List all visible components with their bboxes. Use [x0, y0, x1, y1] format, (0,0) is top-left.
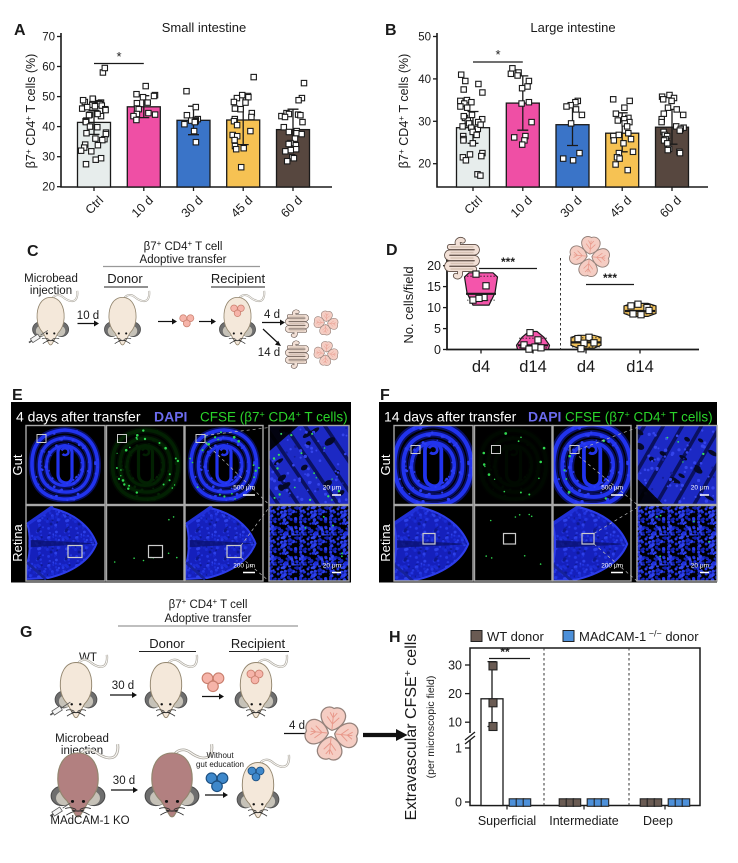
svg-text:Gut: Gut	[378, 454, 393, 475]
svg-text:14 days after transfer: 14 days after transfer	[384, 409, 517, 425]
svg-text:B: B	[385, 22, 397, 39]
svg-text:D: D	[386, 242, 398, 259]
svg-text:*: *	[116, 49, 121, 64]
svg-text:Deep: Deep	[643, 814, 673, 828]
svg-text:***: ***	[501, 255, 515, 269]
svg-text:d4: d4	[577, 358, 595, 376]
svg-text:Donor: Donor	[107, 271, 143, 286]
svg-text:5: 5	[434, 322, 441, 336]
svg-text:15: 15	[427, 280, 441, 294]
svg-text:200 μm: 200 μm	[233, 563, 255, 570]
svg-text:45 d: 45 d	[607, 193, 634, 220]
svg-text:H: H	[389, 629, 401, 646]
svg-text:4 d: 4 d	[264, 309, 280, 321]
svg-text:1: 1	[455, 742, 462, 756]
svg-text:***: ***	[603, 271, 617, 285]
svg-text:(per microscopic field): (per microscopic field)	[425, 676, 437, 779]
svg-text:**: **	[500, 645, 510, 659]
svg-text:60 d: 60 d	[278, 193, 305, 220]
svg-text:500 μm: 500 μm	[601, 485, 623, 492]
svg-text:30: 30	[418, 116, 431, 128]
svg-text:gut education: gut education	[196, 760, 244, 769]
svg-text:20 μm: 20 μm	[323, 563, 341, 570]
svg-text:MAdCAM-1 −/− donor: MAdCAM-1 −/− donor	[579, 629, 699, 645]
svg-text:30 d: 30 d	[179, 193, 206, 220]
svg-text:Ctrl: Ctrl	[83, 193, 107, 217]
svg-text:Adoptive transfer: Adoptive transfer	[140, 254, 227, 266]
svg-text:CFSE (β7+​ CD4+​ T cells): CFSE (β7+​ CD4+​ T cells)	[200, 410, 348, 425]
svg-text:d14: d14	[626, 358, 654, 376]
svg-text:40: 40	[42, 122, 55, 134]
svg-text:WT: WT	[79, 652, 97, 664]
svg-text:10: 10	[448, 716, 462, 730]
svg-text:20: 20	[418, 159, 431, 171]
svg-text:10 d: 10 d	[508, 193, 535, 220]
svg-text:E: E	[12, 387, 23, 404]
svg-text:20 μm: 20 μm	[691, 563, 709, 570]
svg-text:No. cells/field: No. cells/field	[401, 266, 416, 343]
svg-text:50: 50	[418, 32, 431, 44]
svg-text:*: *	[495, 47, 500, 62]
svg-text:20: 20	[42, 182, 55, 194]
svg-text:4 d: 4 d	[289, 720, 305, 732]
svg-text:β7+​ CD4+​ T cell: β7+​ CD4+​ T cell	[144, 239, 223, 253]
svg-text:d14: d14	[519, 358, 547, 376]
svg-text:Gut: Gut	[10, 454, 25, 475]
svg-text:Recipient: Recipient	[211, 271, 266, 286]
svg-text:0: 0	[434, 343, 441, 357]
svg-text:0: 0	[455, 796, 462, 810]
svg-text:60: 60	[42, 62, 55, 74]
svg-text:10 d: 10 d	[77, 310, 99, 322]
svg-text:Microbead: Microbead	[24, 273, 78, 285]
svg-text:10: 10	[427, 301, 441, 315]
svg-text:MAdCAM-1 KO: MAdCAM-1 KO	[50, 815, 129, 827]
svg-text:20: 20	[448, 687, 462, 701]
svg-text:30: 30	[42, 152, 55, 164]
svg-text:20: 20	[427, 259, 441, 273]
svg-text:Ctrl: Ctrl	[462, 193, 486, 217]
svg-text:50: 50	[42, 92, 55, 104]
svg-text:Without: Without	[206, 751, 234, 760]
svg-text:DAPI: DAPI	[528, 409, 561, 425]
svg-text:Small intestine: Small intestine	[162, 20, 247, 35]
svg-text:60 d: 60 d	[657, 193, 684, 220]
svg-text:β7+​ CD4+​ T cells (%): β7+​ CD4+​ T cells (%)	[23, 54, 38, 169]
svg-text:G: G	[20, 624, 32, 641]
svg-text:A: A	[14, 22, 26, 39]
svg-text:20 μm: 20 μm	[691, 485, 709, 492]
svg-text:Intermediate: Intermediate	[549, 814, 619, 828]
svg-text:Retina: Retina	[378, 523, 393, 561]
svg-text:Retina: Retina	[10, 523, 25, 561]
svg-text:200 μm: 200 μm	[601, 563, 623, 570]
svg-text:d4: d4	[472, 358, 490, 376]
svg-text:Adoptive transfer: Adoptive transfer	[165, 613, 252, 625]
svg-text:DAPI: DAPI	[154, 409, 187, 425]
svg-text:F: F	[380, 387, 390, 404]
svg-text:Donor: Donor	[149, 636, 185, 651]
svg-text:Large intestine: Large intestine	[530, 20, 615, 35]
svg-text:β7+​ CD4+​ T cell: β7+​ CD4+​ T cell	[169, 597, 248, 611]
svg-text:Recipient: Recipient	[231, 636, 286, 651]
svg-text:10 d: 10 d	[129, 193, 156, 220]
svg-text:CFSE (β7+​ CD4+​ T cells): CFSE (β7+​ CD4+​ T cells)	[565, 410, 713, 425]
svg-text:30 d: 30 d	[113, 775, 135, 787]
svg-text:30: 30	[448, 659, 462, 673]
svg-text:30 d: 30 d	[558, 193, 585, 220]
svg-text:14 d: 14 d	[258, 347, 280, 359]
svg-text:30 d: 30 d	[112, 680, 134, 692]
svg-text:Extravascular CFSE+ cells: Extravascular CFSE+ cells	[402, 634, 420, 821]
svg-text:WT donor: WT donor	[487, 629, 545, 644]
svg-text:Microbead: Microbead	[55, 733, 109, 745]
svg-text:4 days after transfer: 4 days after transfer	[16, 409, 141, 425]
svg-text:45 d: 45 d	[228, 193, 255, 220]
svg-text:injection: injection	[30, 285, 72, 297]
svg-text:70: 70	[42, 32, 55, 44]
svg-text:40: 40	[418, 74, 431, 86]
svg-text:500 μm: 500 μm	[233, 485, 255, 492]
svg-text:C: C	[27, 243, 39, 260]
svg-text:β7+​ CD4+​ T cells (%): β7+​ CD4+​ T cells (%)	[396, 54, 411, 169]
svg-text:Superficial: Superficial	[478, 814, 536, 828]
svg-text:20 μm: 20 μm	[323, 485, 341, 492]
